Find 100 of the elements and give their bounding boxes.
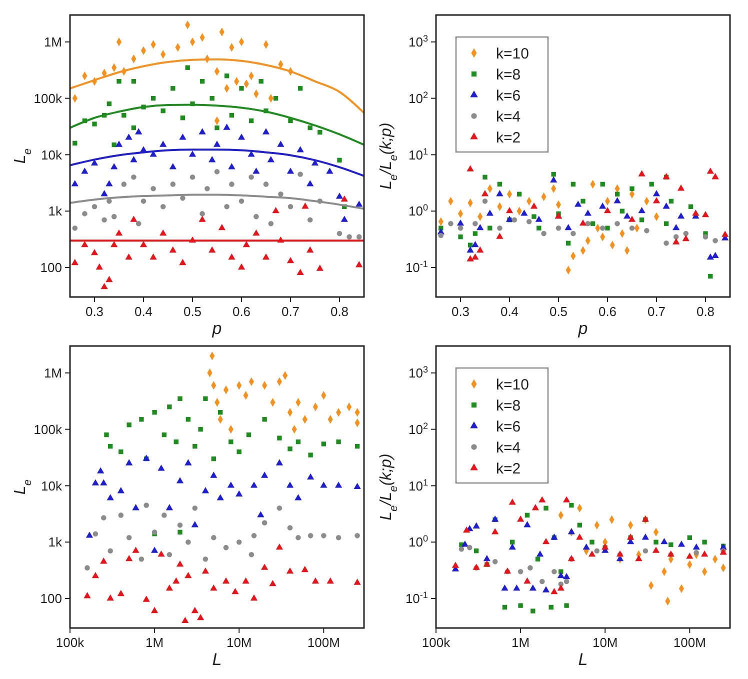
point [214, 169, 220, 174]
point [448, 220, 454, 226]
point [125, 134, 132, 140]
x-tick-label: 100M [673, 635, 706, 650]
point [272, 206, 280, 214]
point [512, 217, 518, 222]
point [140, 240, 148, 248]
point [466, 165, 474, 172]
point [71, 258, 78, 266]
x-tick-label: 0.4 [134, 304, 153, 319]
point [131, 78, 136, 84]
legend-label: k=2 [496, 460, 521, 478]
point [180, 195, 186, 201]
point [90, 248, 98, 256]
point [580, 198, 586, 204]
point [92, 204, 98, 210]
point [629, 225, 635, 231]
point [486, 210, 494, 216]
point [169, 163, 176, 170]
legend-label: k=10 [496, 376, 529, 394]
x-tick-label: 1M [146, 635, 164, 650]
legend-label: k=4 [496, 108, 521, 126]
point [530, 202, 538, 209]
x-axis-title: L [578, 650, 588, 669]
point [599, 202, 606, 209]
point [466, 246, 474, 253]
line-series [70, 194, 364, 210]
point [356, 234, 362, 240]
point [438, 232, 444, 238]
point [472, 220, 478, 226]
point [170, 182, 176, 187]
point [185, 65, 190, 70]
point [218, 224, 226, 230]
point [481, 190, 489, 196]
point [267, 156, 274, 162]
point [306, 180, 314, 186]
point [140, 198, 146, 204]
point [682, 234, 690, 242]
legend-label: k=2 [496, 129, 521, 146]
point [229, 182, 234, 187]
point [180, 116, 186, 120]
x-axis-title: p [577, 319, 588, 338]
y-tick-label: 1k [48, 534, 62, 550]
point [188, 150, 196, 157]
point [262, 253, 270, 260]
x-tick-label: 0.6 [598, 304, 617, 319]
point [125, 253, 132, 260]
point [639, 218, 644, 222]
point [652, 197, 660, 204]
point [556, 225, 562, 231]
point [224, 74, 230, 78]
y-tick-label: 100 [40, 591, 62, 606]
point [496, 190, 504, 196]
point [600, 182, 605, 187]
y-tick-label: 10$^{1}$ [408, 477, 428, 494]
point [288, 118, 293, 124]
point [708, 274, 713, 279]
point [712, 238, 718, 244]
point [638, 206, 646, 214]
legend-label: k=4 [496, 439, 521, 456]
point [688, 204, 694, 209]
point [706, 168, 714, 174]
point [239, 86, 244, 91]
point [624, 212, 631, 219]
point [179, 258, 186, 266]
point [115, 140, 123, 147]
x-tick-label: 0.4 [500, 304, 519, 319]
x-tick-label: 0.8 [330, 304, 349, 319]
point [340, 195, 348, 202]
x-tick-label: 10M [226, 635, 252, 650]
point [110, 163, 118, 170]
point [160, 229, 167, 236]
point [566, 240, 571, 246]
point [614, 192, 620, 196]
point [722, 230, 729, 237]
point [82, 211, 88, 216]
point [683, 230, 689, 236]
point [620, 208, 625, 214]
point [248, 150, 255, 157]
point [652, 190, 660, 196]
point [122, 112, 126, 118]
x-tick-label: 0.7 [281, 304, 300, 319]
y-tick-label: 1k [48, 204, 62, 219]
point [672, 224, 680, 230]
point [702, 210, 710, 218]
point [228, 163, 236, 170]
y-tick-label: 10$^{0}$ [408, 534, 428, 550]
x-tick-label: 0.8 [696, 304, 715, 319]
point [208, 246, 216, 253]
point [585, 220, 591, 226]
point [278, 191, 284, 197]
point [130, 216, 138, 222]
point [273, 96, 278, 101]
point [551, 172, 556, 177]
point [298, 86, 303, 91]
x-tick-label: 0.5 [183, 304, 202, 319]
point [579, 220, 587, 226]
point [248, 118, 254, 124]
point [550, 176, 558, 182]
point [712, 173, 719, 180]
